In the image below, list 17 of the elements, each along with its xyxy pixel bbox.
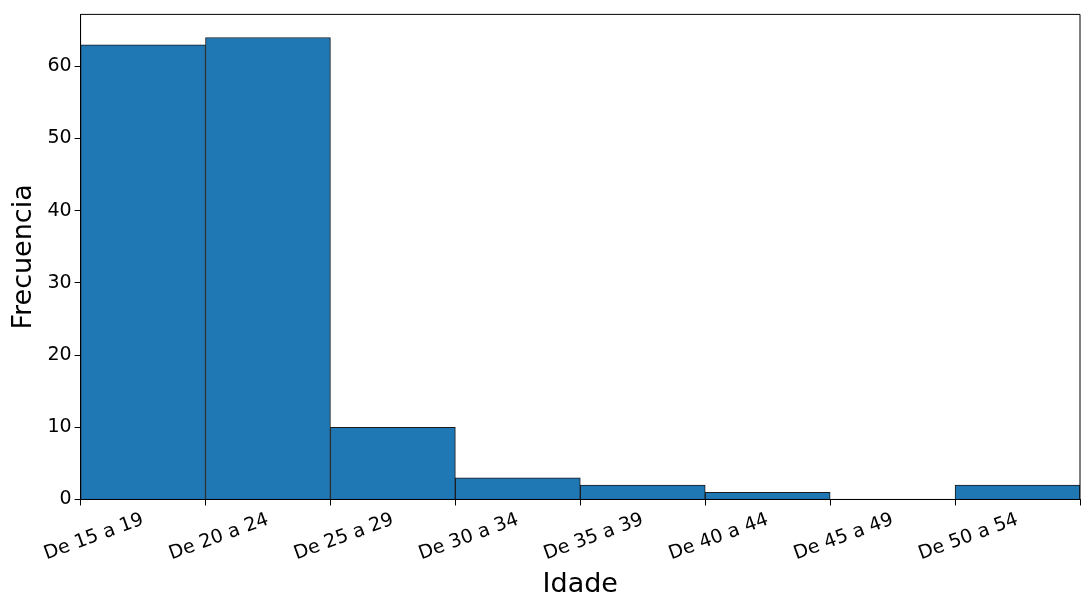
x-tick-label: De 40 a 44 [665, 506, 771, 564]
x-tick-label: De 30 a 34 [415, 506, 521, 564]
x-axis-title: Idade [542, 566, 618, 598]
y-tick-label: 20 [47, 342, 72, 365]
y-tick-label: 10 [47, 414, 72, 437]
x-tick-label: De 35 a 39 [540, 506, 646, 564]
y-tick-label: 50 [47, 125, 72, 148]
x-tick-label: De 15 a 19 [40, 506, 147, 564]
x-tick-label: De 45 a 49 [790, 506, 896, 564]
y-tick-label: 60 [47, 53, 72, 76]
y-tick-label: 40 [47, 197, 72, 220]
y-tick-label: 30 [47, 269, 72, 292]
y-axis-title: Frecuencia [6, 184, 38, 330]
y-tick-label: 0 [59, 486, 72, 509]
x-tick-label: De 20 a 24 [165, 506, 272, 564]
x-tick-label: De 50 a 54 [914, 506, 1021, 564]
x-tick-label: De 25 a 29 [290, 506, 396, 564]
